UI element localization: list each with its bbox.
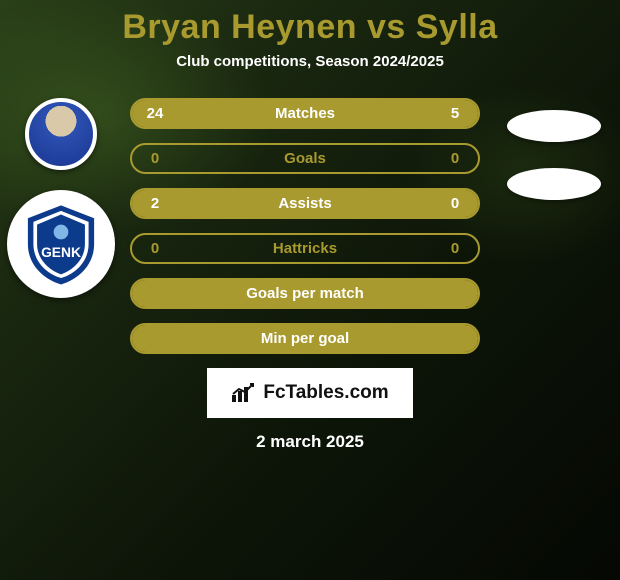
- stat-right-value: 0: [432, 145, 478, 172]
- chart-icon: [231, 383, 257, 403]
- vs-label: vs: [367, 8, 406, 46]
- player1-avatar: [25, 98, 97, 170]
- player2-placeholder-1: [507, 110, 601, 142]
- stat-label: Matches: [178, 100, 432, 127]
- stat-right-value: 0: [432, 235, 478, 262]
- left-column: GENK: [6, 98, 116, 298]
- stat-left-value: 2: [132, 190, 178, 217]
- stat-label: Goals per match: [132, 280, 478, 307]
- stats-rows: 24Matches50Goals02Assists00Hattricks0Goa…: [130, 98, 480, 354]
- stat-label: Min per goal: [132, 325, 478, 352]
- stat-row-hattricks: 0Hattricks0: [130, 233, 480, 264]
- footer: FcTables.com 2 march 2025: [0, 368, 620, 452]
- stat-row-goals-per-match: Goals per match: [130, 278, 480, 309]
- watermark-box: FcTables.com: [207, 368, 413, 418]
- stat-label: Hattricks: [178, 235, 432, 262]
- subtitle: Club competitions, Season 2024/2025: [0, 53, 620, 70]
- stat-right-value: 5: [432, 100, 478, 127]
- stat-row-assists: 2Assists0: [130, 188, 480, 219]
- player1-name: Bryan Heynen: [122, 8, 357, 46]
- stat-row-goals: 0Goals0: [130, 143, 480, 174]
- stat-left-value: 24: [132, 100, 178, 127]
- stat-left-value: 0: [132, 235, 178, 262]
- date-label: 2 march 2025: [256, 432, 364, 452]
- main-area: GENK 24Matches50Goals02Assists00Hattrick…: [0, 98, 620, 354]
- page-title: Bryan Heynen vs Sylla: [0, 8, 620, 47]
- player2-name: Sylla: [416, 8, 498, 46]
- stat-row-matches: 24Matches5: [130, 98, 480, 129]
- club-badge: GENK: [7, 190, 115, 298]
- stat-label: Goals: [178, 145, 432, 172]
- content: Bryan Heynen vs Sylla Club competitions,…: [0, 0, 620, 452]
- club-badge-svg: GENK: [15, 198, 107, 290]
- stat-left-value: 0: [132, 145, 178, 172]
- right-column: [494, 98, 614, 200]
- player2-placeholder-2: [507, 168, 601, 200]
- club-name-text: GENK: [41, 245, 81, 260]
- watermark-text: FcTables.com: [263, 382, 388, 404]
- stat-row-min-per-goal: Min per goal: [130, 323, 480, 354]
- stat-label: Assists: [178, 190, 432, 217]
- stat-right-value: 0: [432, 190, 478, 217]
